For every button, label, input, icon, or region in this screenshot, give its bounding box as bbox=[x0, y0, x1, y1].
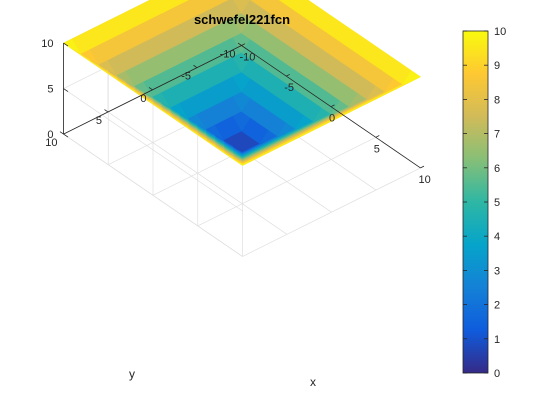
grid-line-z bbox=[63, 88, 243, 212]
surface-patch bbox=[402, 70, 421, 85]
grid-line-floor-y bbox=[107, 111, 288, 235]
y-tick-label: 5 bbox=[96, 115, 102, 127]
colorbar-ticks: 0 1 2 3 4 5 6 7 8 9 10 bbox=[463, 26, 506, 380]
colorbar-tick-label: 1 bbox=[494, 334, 500, 346]
y-tick-mark bbox=[193, 64, 198, 68]
colorbar-tick-label: 5 bbox=[494, 197, 500, 209]
colorbar-tick-label: 2 bbox=[494, 300, 500, 312]
z-tick-label: 0 bbox=[47, 129, 53, 141]
x-tick-mark bbox=[330, 104, 335, 108]
x-tick-label: -5 bbox=[284, 82, 294, 94]
x-tick-label: 10 bbox=[419, 174, 431, 186]
x-tick-mark bbox=[375, 135, 380, 138]
x-tick-label: 5 bbox=[374, 143, 380, 155]
surface-mesh bbox=[63, 0, 421, 166]
x-tick-mark bbox=[286, 73, 290, 77]
y-tick-label: 10 bbox=[45, 137, 57, 149]
grid-line-z bbox=[63, 133, 243, 257]
z-tick-labels: 0 5 10 bbox=[41, 38, 53, 141]
z-tick-label: 10 bbox=[41, 38, 53, 50]
y-tick-mark bbox=[148, 87, 153, 91]
z-tick-label: 5 bbox=[47, 84, 53, 96]
y-tick-labels: -10 -5 0 5 10 bbox=[45, 49, 235, 150]
axes-frame bbox=[59, 42, 425, 169]
colorbar-tick-label: 10 bbox=[494, 26, 506, 38]
z-tick-mark bbox=[63, 88, 69, 92]
colorbar-tick-label: 8 bbox=[494, 94, 500, 106]
colorbar-tick-label: 9 bbox=[494, 60, 500, 72]
colorbar-tick-label: 7 bbox=[494, 129, 500, 141]
x-tick-label: 0 bbox=[329, 113, 335, 125]
y-tick-mark bbox=[104, 109, 109, 113]
x-axis-label: x bbox=[310, 375, 316, 389]
x-tick-mark bbox=[241, 43, 246, 46]
colorbar: 0 1 2 3 4 5 6 7 8 9 10 bbox=[462, 26, 506, 380]
colorbar-tick-label: 6 bbox=[494, 163, 500, 175]
y-axis-label: y bbox=[129, 367, 135, 381]
y-tick-mark bbox=[59, 131, 64, 135]
x-tick-labels: -10 -5 0 5 10 bbox=[240, 52, 431, 186]
y-tick-label: -10 bbox=[220, 49, 236, 61]
chart-title: schwefel221fcn bbox=[194, 12, 290, 27]
y-tick-label: 0 bbox=[140, 93, 146, 105]
z-tick-mark bbox=[63, 133, 69, 138]
x-tick-label: -10 bbox=[240, 52, 256, 64]
y-tick-mark bbox=[237, 42, 242, 46]
z-tick-mark bbox=[63, 42, 69, 47]
colorbar-tick-label: 4 bbox=[494, 231, 500, 243]
y-tick-label: -5 bbox=[181, 71, 191, 83]
x-tick-mark bbox=[420, 165, 425, 169]
colorbar-tick-label: 0 bbox=[494, 368, 500, 380]
colorbar-tick-label: 3 bbox=[494, 265, 500, 277]
